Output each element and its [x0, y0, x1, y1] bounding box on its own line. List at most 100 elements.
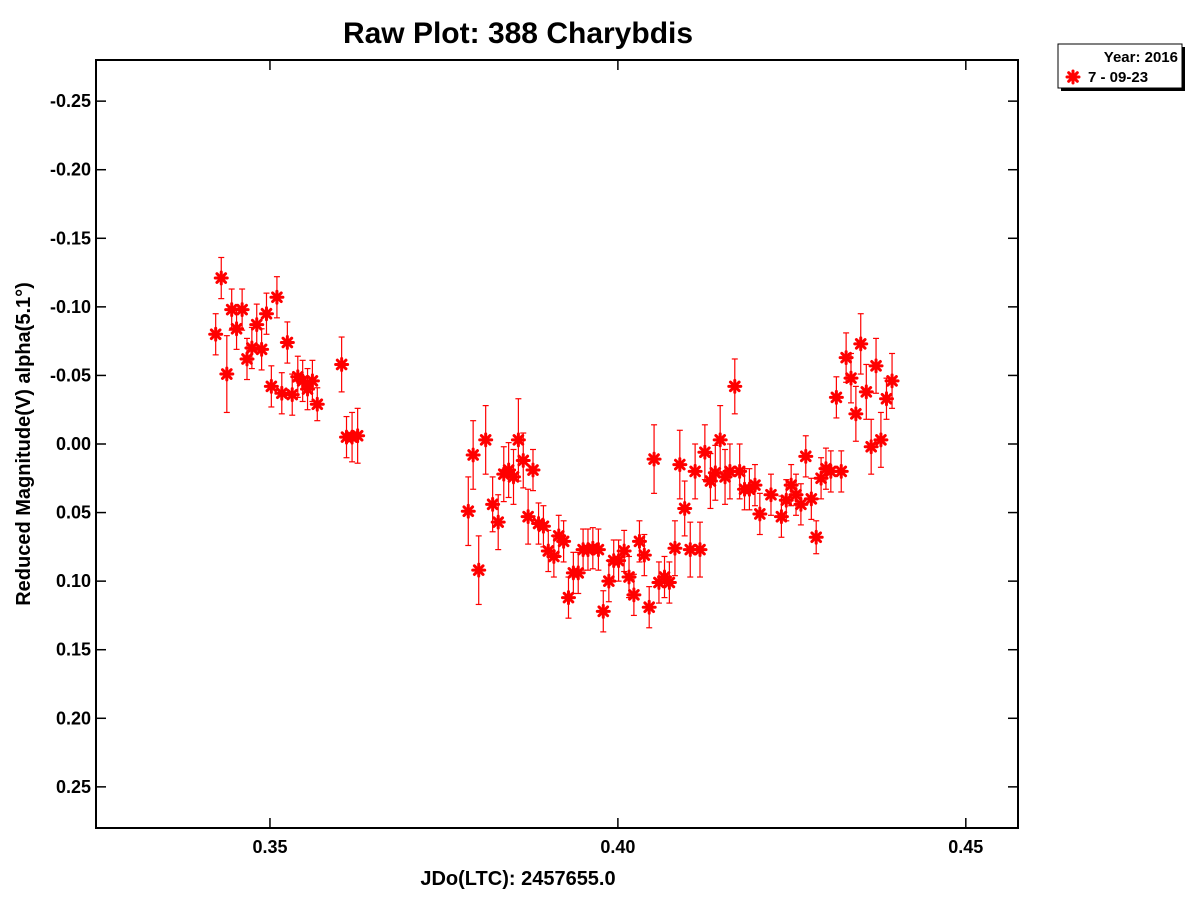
data-point [621, 569, 637, 585]
legend-marker-icon [1065, 69, 1081, 85]
data-point [727, 378, 743, 394]
x-tick-label: 0.45 [948, 837, 983, 857]
data-point [778, 492, 794, 508]
data-point [471, 562, 487, 578]
data-point [279, 335, 295, 351]
data-point [535, 518, 551, 534]
data-point [788, 487, 804, 503]
data-point [884, 373, 900, 389]
y-tick-label: 0.00 [56, 434, 91, 454]
data-point [556, 533, 572, 549]
data-point [616, 543, 632, 559]
data-point [334, 356, 350, 372]
data-point [843, 370, 859, 386]
data-point [823, 463, 839, 479]
data-point [838, 350, 854, 366]
data-point [803, 491, 819, 507]
data-point [873, 432, 889, 448]
y-axis-label: Reduced Magnitude(V) alpha(5.1°) [13, 282, 35, 606]
data-point [490, 514, 506, 530]
data-point [208, 326, 224, 342]
data-point [234, 302, 250, 318]
data-point [611, 553, 627, 569]
data-point [677, 500, 693, 516]
data-point [595, 603, 611, 619]
data-point [590, 542, 606, 558]
data-point [868, 358, 884, 374]
y-tick-label: -0.15 [50, 228, 91, 248]
y-tick-label: -0.10 [50, 297, 91, 317]
y-tick-label: -0.05 [50, 365, 91, 385]
data-point [478, 432, 494, 448]
data-point [692, 542, 708, 558]
data-point [284, 387, 300, 403]
data-point [258, 306, 274, 322]
data-point [773, 509, 789, 525]
y-axis: -0.25 -0.20 -0.15 -0.10 -0.05 0.00 0.05 0.10 0.1… [50, 91, 1018, 797]
data-point [229, 321, 245, 337]
y-tick-label: 0.25 [56, 777, 91, 797]
data-point [641, 599, 657, 615]
legend: Year: 2016 7 - 09-23 [1057, 43, 1185, 91]
data-point [249, 317, 265, 333]
legend-entry-label: 7 - 09-23 [1088, 69, 1148, 86]
data-point [636, 547, 652, 563]
data-point [752, 506, 768, 522]
data-point [525, 462, 541, 478]
plot-area [95, 59, 1019, 829]
data-point [631, 533, 647, 549]
y-tick-label: -0.20 [50, 160, 91, 180]
y-tick-label: 0.15 [56, 640, 91, 660]
data-point [304, 373, 320, 389]
data-point [813, 470, 829, 486]
data-point [213, 270, 229, 286]
data-point [828, 389, 844, 405]
data-point [254, 341, 270, 357]
data-point [763, 487, 779, 503]
y-tick-label: 0.05 [56, 503, 91, 523]
data-point [808, 529, 824, 545]
data-point [848, 406, 864, 422]
data-point [506, 469, 522, 485]
data-point [309, 396, 325, 412]
data-point [732, 463, 748, 479]
data-point [712, 432, 728, 448]
y-tick-label: 0.10 [56, 571, 91, 591]
data-point [520, 509, 536, 525]
data-point [878, 391, 894, 407]
data-point [269, 289, 285, 305]
data-point [465, 447, 481, 463]
data-point [646, 451, 662, 467]
legend-asterisk-icon [1065, 69, 1081, 85]
data-point [263, 378, 279, 394]
data-point [853, 336, 869, 352]
data-point [510, 432, 526, 448]
data-point [858, 384, 874, 400]
x-axis-label: JDo(LTC): 2457655.0 [420, 868, 615, 890]
x-tick-label: 0.40 [600, 837, 635, 857]
y-tick-label: -0.25 [50, 91, 91, 111]
data-point [687, 463, 703, 479]
data-point [350, 428, 366, 444]
data-point [460, 503, 476, 519]
data-point [747, 477, 763, 493]
data-point [661, 575, 677, 591]
x-axis: 0.35 0.40 0.45 [252, 60, 983, 857]
data-point [485, 496, 501, 512]
data-point [515, 452, 531, 468]
y-tick-label: 0.20 [56, 708, 91, 728]
data-point [863, 439, 879, 455]
data-point [793, 496, 809, 512]
data-point [560, 590, 576, 606]
data-point [672, 457, 688, 473]
legend-header: Year: 2016 [1104, 49, 1178, 66]
data-point [219, 366, 235, 382]
data-series [208, 256, 900, 633]
data-point [570, 565, 586, 581]
data-point [224, 302, 240, 318]
data-point [626, 587, 642, 603]
data-point [833, 463, 849, 479]
chart-title: Raw Plot: 388 Charybdis [343, 17, 693, 50]
x-tick-label: 0.35 [252, 837, 287, 857]
